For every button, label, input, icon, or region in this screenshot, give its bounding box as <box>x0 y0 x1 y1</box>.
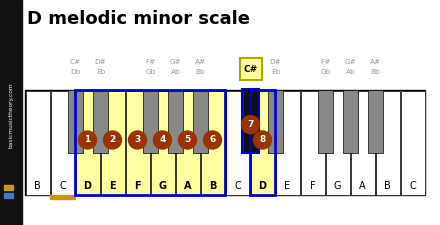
Text: Ab: Ab <box>346 69 356 75</box>
Bar <box>301 90 324 194</box>
Text: E: E <box>284 181 290 191</box>
Bar <box>242 89 259 153</box>
Bar <box>326 90 349 194</box>
Text: F#: F# <box>320 59 330 65</box>
Circle shape <box>103 131 121 149</box>
Text: C#: C# <box>243 65 257 74</box>
Bar <box>51 90 74 194</box>
Text: Bb: Bb <box>196 69 205 75</box>
Text: G: G <box>158 181 166 191</box>
Circle shape <box>203 131 221 149</box>
Text: C: C <box>59 181 66 191</box>
Text: Bb: Bb <box>370 69 380 75</box>
Text: G#: G# <box>345 59 356 65</box>
Circle shape <box>154 131 172 149</box>
Bar <box>343 90 358 153</box>
Text: D melodic minor scale: D melodic minor scale <box>27 10 250 28</box>
Text: 7: 7 <box>247 120 254 129</box>
Circle shape <box>253 131 271 149</box>
Circle shape <box>78 131 96 149</box>
Bar <box>368 90 383 153</box>
Bar <box>4 193 13 198</box>
Text: 5: 5 <box>184 135 191 144</box>
Bar <box>4 185 13 190</box>
Text: basicmusictheory.com: basicmusictheory.com <box>8 82 14 148</box>
Bar <box>375 90 400 194</box>
Text: 8: 8 <box>259 135 266 144</box>
Text: A#: A# <box>370 59 381 65</box>
Circle shape <box>128 131 147 149</box>
Text: B: B <box>384 181 391 191</box>
Text: D: D <box>259 181 267 191</box>
Bar <box>400 90 425 194</box>
Text: A: A <box>359 181 366 191</box>
Bar <box>25 90 425 195</box>
Bar <box>268 90 283 153</box>
Bar <box>250 90 275 195</box>
Text: 3: 3 <box>134 135 141 144</box>
Text: B: B <box>209 181 216 191</box>
Bar <box>250 90 275 194</box>
Text: F: F <box>134 181 141 191</box>
Text: B: B <box>34 181 41 191</box>
Bar <box>168 90 183 153</box>
Bar <box>239 58 261 80</box>
Text: Eb: Eb <box>271 69 280 75</box>
Text: Db: Db <box>70 69 81 75</box>
Text: 6: 6 <box>209 135 216 144</box>
Text: C: C <box>409 181 416 191</box>
Bar <box>243 90 258 153</box>
Bar <box>275 90 300 194</box>
Text: Gb: Gb <box>320 69 330 75</box>
Text: Gb: Gb <box>145 69 156 75</box>
Circle shape <box>179 131 197 149</box>
Text: 4: 4 <box>159 135 166 144</box>
Bar <box>93 90 108 153</box>
Text: D: D <box>84 181 92 191</box>
Bar <box>150 90 175 194</box>
Bar <box>318 90 333 153</box>
Bar <box>76 90 99 194</box>
Text: E: E <box>109 181 116 191</box>
Bar <box>176 90 199 194</box>
Text: F#: F# <box>145 59 156 65</box>
Circle shape <box>242 116 260 134</box>
Bar <box>143 90 158 153</box>
Bar <box>225 90 249 194</box>
Text: A: A <box>184 181 191 191</box>
Text: C: C <box>234 181 241 191</box>
Bar <box>50 195 75 199</box>
Bar <box>125 90 150 194</box>
Text: 1: 1 <box>84 135 91 144</box>
Bar <box>75 90 225 195</box>
Bar <box>100 90 125 194</box>
Text: D#: D# <box>95 59 106 65</box>
Text: A#: A# <box>195 59 206 65</box>
Text: F: F <box>310 181 315 191</box>
Bar <box>193 90 208 153</box>
Bar <box>351 90 374 194</box>
Text: Ab: Ab <box>171 69 180 75</box>
Text: C#: C# <box>70 59 81 65</box>
Text: D#: D# <box>270 59 281 65</box>
Text: G#: G# <box>170 59 181 65</box>
Bar <box>26 90 49 194</box>
Bar <box>201 90 224 194</box>
Bar <box>68 90 83 153</box>
Text: G: G <box>334 181 341 191</box>
Text: Eb: Eb <box>96 69 105 75</box>
Bar <box>0 0 22 225</box>
Text: 2: 2 <box>110 135 116 144</box>
